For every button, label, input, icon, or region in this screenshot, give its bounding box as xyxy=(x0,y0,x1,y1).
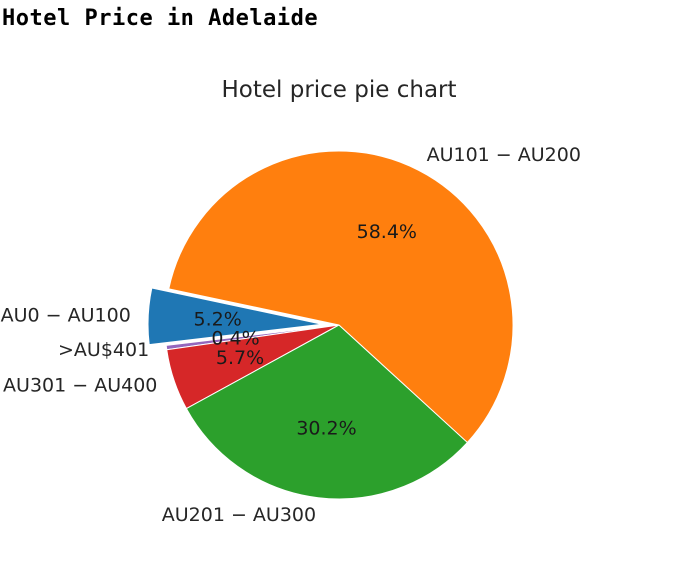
slice-label: AU201 − AU300 xyxy=(162,504,316,526)
chart-title: Hotel price pie chart xyxy=(221,77,456,103)
slice-percent-label: 5.2% xyxy=(194,308,242,330)
slice-percent-label: 0.4% xyxy=(211,328,259,350)
slice-percent-label: 30.2% xyxy=(296,418,356,440)
page-heading: Hotel Price in Adelaide xyxy=(2,6,319,31)
pie-slices xyxy=(147,150,514,500)
slice-label: AU101 − AU200 xyxy=(427,144,581,166)
slice-percent-label: 58.4% xyxy=(357,221,417,243)
slice-percent-label: 5.7% xyxy=(216,347,264,369)
pie-labels: AU0 − AU100 5.2% >AU$401 0.4% AU301 − AU400 5… xyxy=(1,144,581,526)
pie-slice xyxy=(147,287,323,346)
slice-label: >AU$401 xyxy=(58,339,149,361)
pie-slice xyxy=(168,150,514,443)
pie-slice xyxy=(185,324,468,500)
slice-label: AU0 − AU100 xyxy=(1,304,131,326)
slice-label: AU301 − AU400 xyxy=(3,375,157,397)
